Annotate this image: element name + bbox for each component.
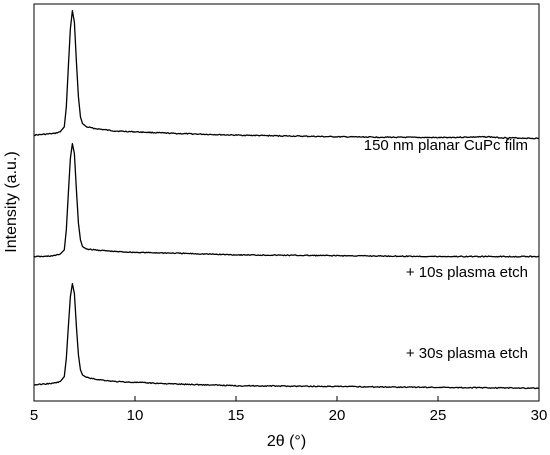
x-tick-label-30: 30 xyxy=(531,407,548,424)
series-label-2: + 10s plasma etch xyxy=(406,264,528,281)
series-line-1 xyxy=(33,9,540,140)
series-label-3: + 30s plasma etch xyxy=(406,345,528,362)
series-lines xyxy=(33,9,540,390)
series-label-1: 150 nm planar CuPc film xyxy=(364,137,528,154)
y-axis-label: Intensity (a.u.) xyxy=(3,151,20,252)
series-line-2 xyxy=(33,142,540,258)
x-axis-label: 2θ (°) xyxy=(267,433,306,450)
x-axis-tick-labels: 5 10 15 20 25 30 xyxy=(30,407,548,424)
x-axis-ticks xyxy=(33,396,540,401)
x-tick-label-20: 20 xyxy=(329,407,346,424)
series-line-3 xyxy=(33,282,540,390)
x-tick-label-5: 5 xyxy=(30,407,38,424)
x-tick-label-25: 25 xyxy=(430,407,447,424)
plot-frame xyxy=(33,3,540,402)
series-labels: 150 nm planar CuPc film + 10s plasma etch… xyxy=(364,137,528,362)
x-tick-label-10: 10 xyxy=(127,407,144,424)
x-tick-label-15: 15 xyxy=(228,407,245,424)
